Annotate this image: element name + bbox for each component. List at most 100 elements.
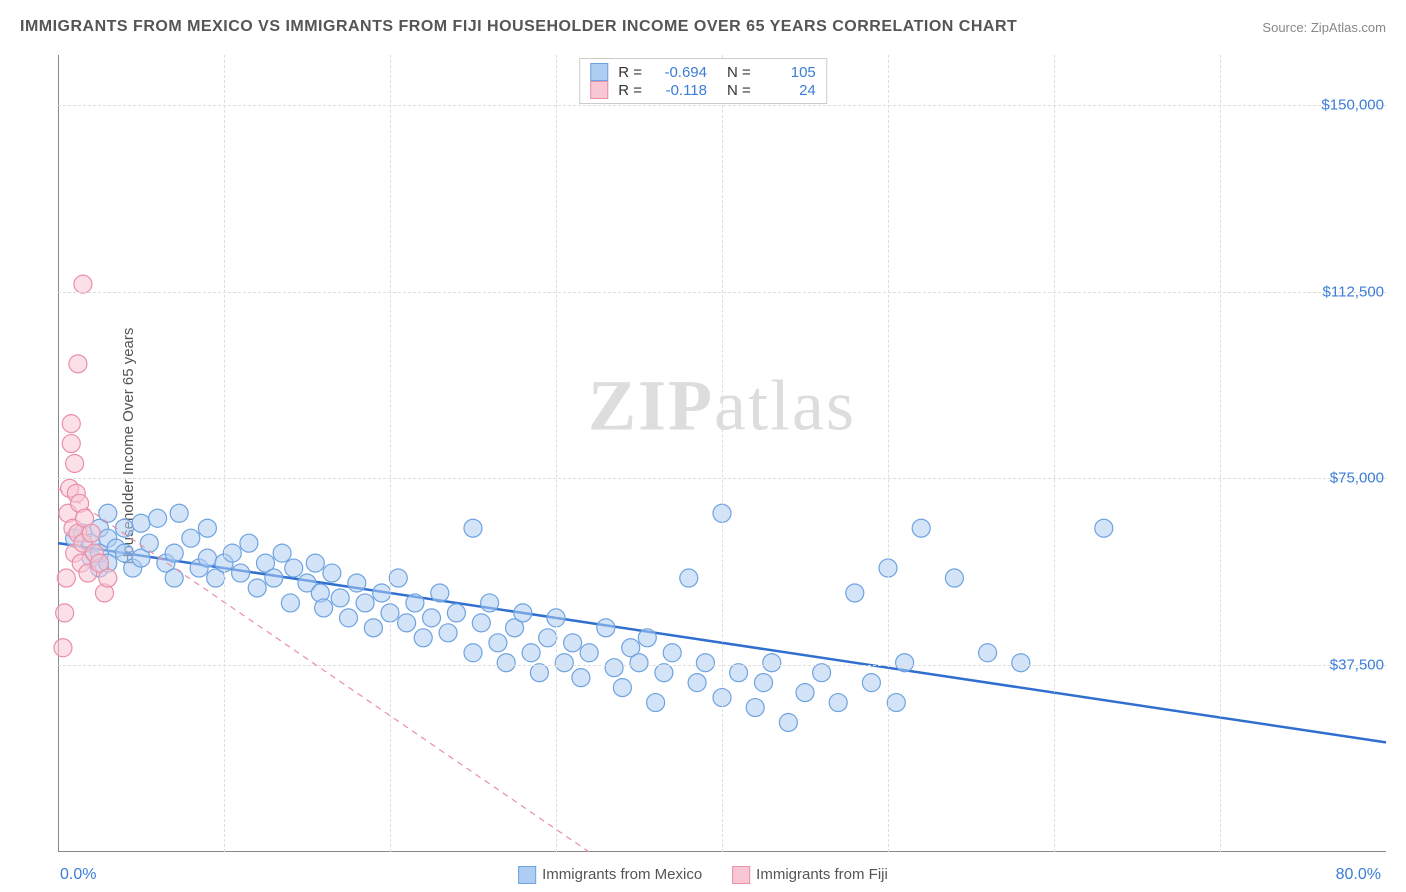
data-point-mexico	[223, 544, 241, 562]
chart-container: IMMIGRANTS FROM MEXICO VS IMMIGRANTS FRO…	[0, 0, 1406, 892]
correlation-legend: R =-0.694N =105R =-0.118N =24	[579, 58, 827, 104]
data-point-fiji	[82, 524, 100, 542]
data-point-mexico	[323, 564, 341, 582]
data-point-mexico	[979, 644, 997, 662]
legend-swatch	[518, 866, 536, 884]
data-point-mexico	[730, 664, 748, 682]
r-label: R =	[618, 64, 642, 81]
data-point-mexico	[273, 544, 291, 562]
data-point-mexico	[497, 654, 515, 672]
data-point-mexico	[647, 694, 665, 712]
r-value: -0.694	[652, 64, 707, 81]
data-point-mexico	[306, 554, 324, 572]
data-point-fiji	[54, 639, 72, 657]
y-tick-label: $75,000	[1330, 470, 1384, 487]
data-point-mexico	[348, 574, 366, 592]
x-axis-max-label: 80.0%	[1336, 866, 1381, 884]
data-point-mexico	[680, 569, 698, 587]
data-point-mexico	[198, 519, 216, 537]
gridline-v	[556, 55, 557, 852]
data-point-mexico	[796, 684, 814, 702]
data-point-mexico	[696, 654, 714, 672]
data-point-mexico	[423, 609, 441, 627]
gridline-v	[1220, 55, 1221, 852]
data-point-mexico	[170, 504, 188, 522]
data-point-mexico	[539, 629, 557, 647]
data-point-mexico	[945, 569, 963, 587]
y-tick-label: $112,500	[1323, 283, 1384, 300]
chart-title: IMMIGRANTS FROM MEXICO VS IMMIGRANTS FRO…	[20, 18, 1017, 36]
data-point-mexico	[281, 594, 299, 612]
legend-bottom-item: Immigrants from Fiji	[732, 866, 888, 884]
plot-area: ZIPatlas $37,500$75,000$112,500$150,000	[58, 55, 1386, 852]
data-point-mexico	[132, 514, 150, 532]
data-point-mexico	[265, 569, 283, 587]
data-point-fiji	[74, 275, 92, 293]
data-point-mexico	[356, 594, 374, 612]
data-point-mexico	[555, 654, 573, 672]
legend-swatch	[732, 866, 750, 884]
data-point-mexico	[248, 579, 266, 597]
data-point-mexico	[240, 534, 258, 552]
data-point-mexico	[489, 634, 507, 652]
data-point-mexico	[414, 629, 432, 647]
source-label: Source:	[1262, 20, 1307, 35]
legend-swatch	[590, 63, 608, 81]
n-value: 24	[761, 82, 816, 99]
series-legend: Immigrants from Mexico Immigrants from Fi…	[518, 866, 888, 884]
data-point-fiji	[62, 415, 80, 433]
data-point-mexico	[829, 694, 847, 712]
data-point-mexico	[364, 619, 382, 637]
data-point-mexico	[447, 604, 465, 622]
data-point-mexico	[755, 674, 773, 692]
data-point-mexico	[862, 674, 880, 692]
gridline-v	[390, 55, 391, 852]
data-point-mexico	[688, 674, 706, 692]
data-point-mexico	[406, 594, 424, 612]
data-point-mexico	[613, 679, 631, 697]
data-point-fiji	[99, 569, 117, 587]
data-point-mexico	[663, 644, 681, 662]
data-point-fiji	[62, 435, 80, 453]
gridline-v	[722, 55, 723, 852]
data-point-mexico	[472, 614, 490, 632]
data-point-mexico	[99, 504, 117, 522]
data-point-mexico	[464, 644, 482, 662]
gridline-v	[888, 55, 889, 852]
data-point-mexico	[779, 713, 797, 731]
data-point-mexico	[638, 629, 656, 647]
data-point-mexico	[763, 654, 781, 672]
legend-bottom-item: Immigrants from Mexico	[518, 866, 702, 884]
n-value: 105	[761, 64, 816, 81]
source-link[interactable]: ZipAtlas.com	[1311, 20, 1386, 35]
data-point-mexico	[165, 544, 183, 562]
legend-top-row: R =-0.694N =105	[590, 63, 816, 81]
data-point-mexico	[232, 564, 250, 582]
y-tick-label: $37,500	[1330, 657, 1384, 674]
data-point-mexico	[389, 569, 407, 587]
legend-label: Immigrants from Mexico	[542, 866, 702, 883]
data-point-mexico	[746, 699, 764, 717]
data-point-mexico	[564, 634, 582, 652]
data-point-mexico	[340, 609, 358, 627]
gridline-v	[1054, 55, 1055, 852]
data-point-mexico	[530, 664, 548, 682]
data-point-mexico	[285, 559, 303, 577]
data-point-mexico	[149, 509, 167, 527]
gridline-v	[224, 55, 225, 852]
y-tick-label: $150,000	[1321, 96, 1384, 113]
data-point-fiji	[56, 604, 74, 622]
data-point-mexico	[481, 594, 499, 612]
data-point-mexico	[198, 549, 216, 567]
data-point-mexico	[605, 659, 623, 677]
r-label: R =	[618, 82, 642, 99]
data-point-mexico	[522, 644, 540, 662]
data-point-mexico	[846, 584, 864, 602]
data-point-mexico	[140, 534, 158, 552]
legend-label: Immigrants from Fiji	[756, 866, 888, 883]
data-point-mexico	[464, 519, 482, 537]
data-point-mexico	[182, 529, 200, 547]
data-point-fiji	[57, 569, 75, 587]
data-point-mexico	[439, 624, 457, 642]
data-point-mexico	[398, 614, 416, 632]
